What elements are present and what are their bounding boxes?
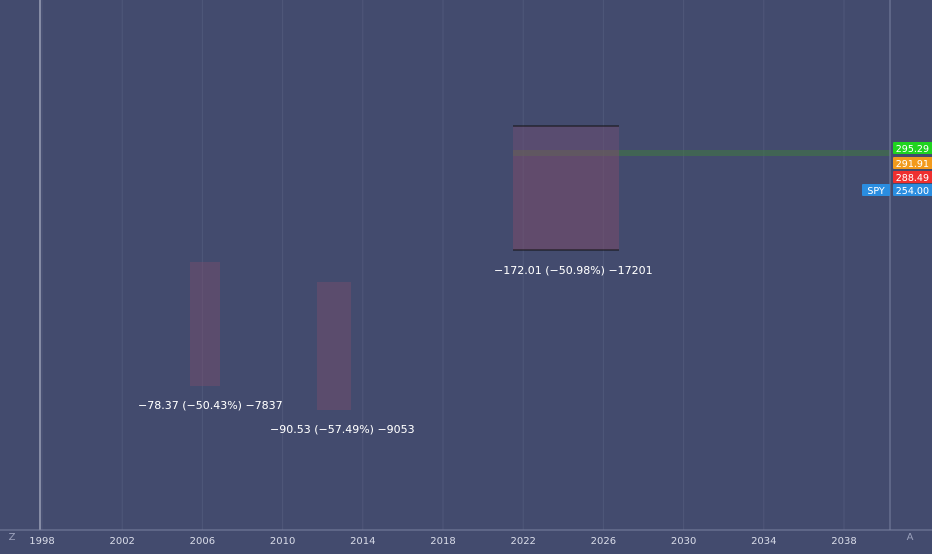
x-tick-label-2038: 2038: [831, 536, 856, 547]
price-label-box-0: [893, 142, 932, 154]
price-label-text-0: 295.29: [896, 144, 929, 155]
x-tick-label-2034: 2034: [751, 536, 776, 547]
drawdown-box-2007: [190, 262, 220, 386]
static-overlays: [190, 125, 890, 410]
x-tick-label-2018: 2018: [430, 536, 455, 547]
x-tick-label-2022: 2022: [510, 536, 535, 547]
timezone-icon[interactable]: Z: [8, 532, 16, 543]
price-label-text-2: 288.49: [896, 173, 929, 184]
price-axis-panel: [890, 0, 932, 550]
price-label-text-3: 254.00: [896, 186, 929, 197]
projection-upper-band: [513, 150, 890, 156]
measure-label-0: −78.37 (−50.43%) −7837: [138, 399, 283, 412]
measurements: −78.37 (−50.43%) −7837 −90.53 (−57.49%) −…: [138, 264, 653, 436]
drawdown-box-2012: [317, 282, 351, 410]
projection-box-top: [513, 126, 619, 150]
auto-scale-icon[interactable]: A: [906, 532, 914, 543]
x-tick-label-2002: 2002: [109, 536, 134, 547]
price-label-box-2: [893, 171, 932, 183]
symbol-tag-box: [862, 184, 890, 196]
x-tick-label-2014: 2014: [350, 536, 375, 547]
x-tick-label-2006: 2006: [190, 536, 215, 547]
grid-lines: [39, 0, 845, 530]
measure-label-2: −172.01 (−50.98%) −17201: [494, 264, 653, 277]
x-tick-label-1998: 1998: [29, 536, 54, 547]
price-label-box-1: [893, 157, 932, 169]
price-label-text-1: 291.91: [896, 159, 929, 170]
price-label-box-3: [893, 184, 932, 196]
x-tick-label-2010: 2010: [270, 536, 295, 547]
measure-label-1: −90.53 (−57.49%) −9053: [270, 423, 415, 436]
projection-box: [513, 150, 619, 250]
x-tick-label-2030: 2030: [671, 536, 696, 547]
x-tick-label-2026: 2026: [591, 536, 616, 547]
symbol-tag-text: SPY: [867, 186, 885, 197]
